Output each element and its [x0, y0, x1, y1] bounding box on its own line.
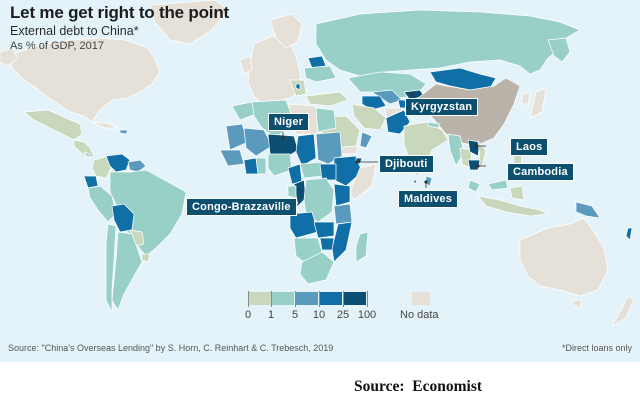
iran [351, 103, 387, 131]
chart-title: Let me get right to the point [10, 3, 229, 22]
south-sudan [319, 163, 337, 181]
drc [303, 177, 335, 223]
papua-new-guinea [575, 201, 601, 219]
dominican [119, 129, 129, 135]
oman [359, 131, 373, 149]
callout-kyrgyzstan: Kyrgyzstan [405, 98, 479, 116]
legend-nodata-swatch [412, 292, 430, 305]
legend-tick [319, 291, 320, 307]
zambia [313, 221, 335, 239]
myanmar [447, 133, 465, 167]
legend-swatch-25-100 [344, 292, 366, 305]
north-america [9, 37, 161, 123]
pacific-islands [625, 227, 633, 241]
australia [519, 217, 609, 297]
mali [243, 127, 273, 157]
cameroon [287, 163, 303, 185]
nigeria [267, 153, 293, 177]
uk-ireland [239, 55, 253, 75]
legend-swatch-0-1-fill [248, 292, 270, 305]
tasmania [571, 299, 583, 309]
egypt [315, 107, 337, 133]
scandinavia [269, 13, 303, 49]
legend-swatch-10-25 [320, 292, 342, 305]
malaysia [467, 179, 509, 193]
legend-tick-label: 25 [336, 309, 350, 321]
gabon [287, 185, 297, 199]
cambodia [467, 159, 481, 171]
guyana-suriname [127, 159, 147, 173]
legend-swatch-5-10 [296, 292, 318, 305]
world-map [0, 0, 635, 327]
angola [289, 211, 319, 239]
greenland [149, 0, 229, 45]
legend-tick [295, 291, 296, 307]
legend-tick [343, 291, 344, 307]
data-source: Source: "China's Overseas Lending" by S.… [8, 343, 334, 353]
turkmenistan [361, 95, 387, 111]
kenya-uganda [333, 183, 351, 207]
callout-niger: Niger [268, 113, 310, 131]
legend-tick-label: 10 [312, 309, 326, 321]
kamchatka [547, 37, 571, 63]
zimbabwe [319, 237, 335, 251]
legend-tick-label: 1 [267, 309, 275, 321]
callout-djibouti: Djibouti [379, 155, 434, 173]
argentina [111, 231, 143, 311]
legend-tick [248, 291, 249, 307]
legend-tick [367, 291, 368, 307]
legend-tick-label: 5 [291, 309, 299, 321]
callout-cambodia: Cambodia [507, 163, 574, 181]
mexico [23, 109, 83, 141]
legend-nodata-label: No data [400, 309, 439, 321]
central-america [73, 139, 95, 159]
chile [105, 223, 117, 313]
tanzania [333, 203, 353, 225]
uruguay [141, 253, 151, 263]
turkey [305, 91, 349, 107]
nepal-bhutan [427, 121, 441, 129]
madagascar [355, 231, 369, 263]
ecuador [83, 175, 99, 189]
senegal-guinea [219, 149, 245, 167]
mozambique [331, 221, 353, 263]
callout-congo-brazzaville: Congo-Brazzaville [186, 198, 297, 216]
costa-rica [83, 151, 91, 159]
callout-laos: Laos [510, 138, 549, 156]
new-zealand [611, 295, 635, 327]
ghana-togo [255, 157, 267, 175]
somalia [349, 163, 377, 201]
cote-divoire [243, 157, 259, 175]
legend-tick [271, 291, 272, 307]
chad [295, 133, 317, 167]
ukraine [303, 65, 337, 83]
chart-unit: As % of GDP, 2017 [10, 40, 104, 52]
korea-japan [521, 87, 547, 119]
south-africa [299, 251, 335, 285]
caption-source: Source: Economist [354, 378, 483, 395]
footnote: *Direct loans only [561, 343, 632, 353]
callout-maldives: Maldives [398, 190, 459, 208]
russia [315, 9, 581, 77]
venezuela [105, 153, 131, 173]
alaska-islands [0, 47, 19, 67]
europe-west [247, 35, 303, 105]
indonesia [477, 185, 549, 217]
legend-tick-label: 100 [357, 309, 377, 321]
maldives [413, 179, 417, 184]
peru [87, 185, 117, 223]
montenegro [295, 83, 301, 91]
legend-swatch-1-5 [272, 292, 294, 305]
laos [467, 139, 481, 157]
cuba [91, 121, 119, 129]
legend-tick-label: 0 [244, 309, 252, 321]
chart-subtitle: External debt to China* [10, 24, 139, 38]
map-panel: Let me get right to the point External d… [0, 0, 640, 362]
